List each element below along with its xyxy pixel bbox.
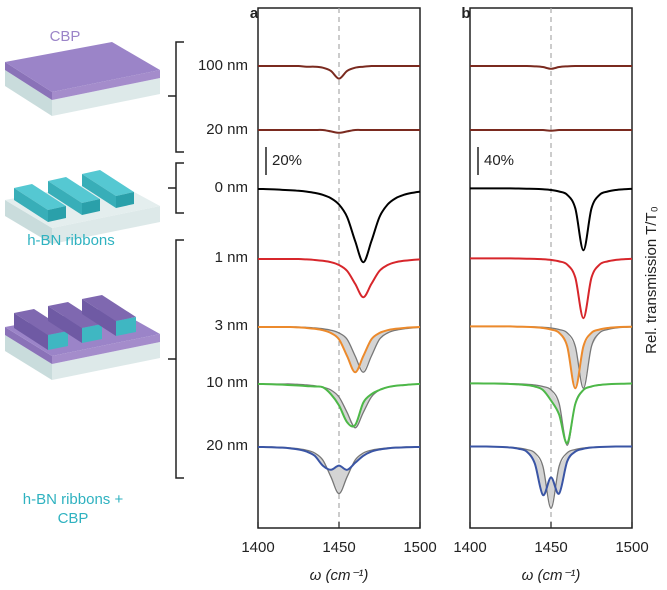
difference-fill [470,383,632,446]
x-tick-label: 1400 [241,539,274,556]
series-label: 0 nm [215,179,248,196]
series-label: 100 nm [198,57,248,74]
illustration-label: CBP [49,28,81,45]
x-tick-label: 1500 [403,539,436,556]
x-tick-label: 1500 [615,539,648,556]
spectrum-line [257,257,421,299]
x-axis-label: ω (cm⁻¹) [522,567,581,584]
panel-label: b [461,5,470,22]
x-tick-label: 1450 [534,539,567,556]
ribbons-cbp-illustration [5,295,160,380]
series-label: 10 nm [206,374,248,391]
scale-bar-label: 20% [272,152,302,169]
series-label: 1 nm [215,249,248,266]
series-label: 20 nm [206,121,248,138]
spectrum-line [470,64,632,70]
x-tick-label: 1400 [453,539,486,556]
spectrum-line [257,187,421,264]
spectrum-line [469,257,633,320]
spectrum-line [470,128,632,132]
cbp-illustration [5,42,160,116]
y-axis-label: Rel. transmission T/T₀ [643,206,660,354]
spectrum-line [470,325,633,390]
spectrum-line [258,128,420,134]
difference-fill [470,326,632,389]
illustration-label: h-BN ribbons + CBP [22,491,124,527]
difference-fill [258,446,420,494]
spectrum-line [470,445,632,497]
spectrum-line [257,382,421,428]
panel-label: a [250,5,259,22]
series-label: 20 nm [206,437,248,454]
ribbons-illustration [5,170,160,244]
spectrum-line [258,64,420,80]
series-label: 3 nm [215,317,248,334]
difference-fill [258,326,420,373]
x-tick-label: 1450 [322,539,355,556]
spectrum-line [258,325,421,374]
x-axis-label: ω (cm⁻¹) [310,567,369,584]
spectrum-line [257,445,421,471]
difference-fill [470,446,632,509]
brackets [168,41,184,479]
scale-bar-label: 40% [484,152,514,169]
spectrum-line [469,382,633,445]
reference-line [258,326,421,373]
illustration-label: h-BN ribbons [27,232,115,249]
spectrum-line [469,187,633,252]
